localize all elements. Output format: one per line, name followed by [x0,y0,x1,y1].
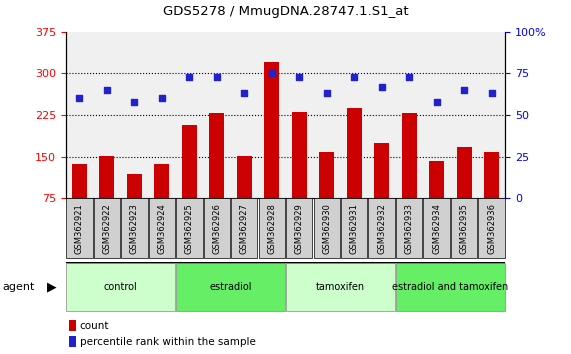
Bar [292,112,307,198]
FancyBboxPatch shape [368,198,395,258]
FancyBboxPatch shape [478,198,505,258]
FancyBboxPatch shape [204,198,230,258]
Bar [484,152,499,198]
Bar [69,336,77,347]
FancyBboxPatch shape [121,198,147,258]
Text: GSM362924: GSM362924 [158,203,166,254]
Text: GSM362931: GSM362931 [349,203,359,254]
FancyBboxPatch shape [451,198,477,258]
Text: GSM362925: GSM362925 [185,203,194,254]
Text: GSM362926: GSM362926 [212,203,222,254]
Text: GSM362929: GSM362929 [295,203,304,254]
Point [267,71,276,76]
FancyBboxPatch shape [176,263,286,310]
Bar [347,108,362,198]
Text: ▶: ▶ [47,280,56,293]
Text: GSM362934: GSM362934 [432,203,441,254]
Bar [401,113,417,198]
FancyBboxPatch shape [341,198,367,258]
Point [295,74,304,80]
Text: GSM362932: GSM362932 [377,203,386,254]
FancyBboxPatch shape [396,198,423,258]
Point [130,99,139,104]
Text: percentile rank within the sample: percentile rank within the sample [79,337,255,347]
Point [157,96,166,101]
Text: GSM362935: GSM362935 [460,203,469,254]
FancyBboxPatch shape [66,263,175,310]
FancyBboxPatch shape [286,263,395,310]
Text: tamoxifen: tamoxifen [316,282,365,292]
FancyBboxPatch shape [231,198,258,258]
Text: control: control [104,282,138,292]
Bar [209,113,224,198]
FancyBboxPatch shape [313,198,340,258]
Text: GSM362930: GSM362930 [322,203,331,254]
Bar [182,125,197,198]
Point [102,87,111,93]
Point [322,91,331,96]
Text: GSM362933: GSM362933 [405,203,413,254]
Text: estradiol: estradiol [210,282,252,292]
Point [240,91,249,96]
Text: GSM362922: GSM362922 [102,203,111,254]
Point [487,91,496,96]
Point [349,74,359,80]
FancyBboxPatch shape [148,198,175,258]
Text: GSM362928: GSM362928 [267,203,276,254]
Bar [72,164,87,198]
Bar [154,164,170,198]
FancyBboxPatch shape [94,198,120,258]
Bar [374,143,389,198]
FancyBboxPatch shape [66,198,93,258]
FancyBboxPatch shape [259,198,285,258]
Bar [319,152,334,198]
Text: agent: agent [3,282,35,292]
Text: GSM362921: GSM362921 [75,203,84,254]
Bar [457,147,472,198]
Text: GSM362936: GSM362936 [487,203,496,254]
Point [377,84,386,90]
FancyBboxPatch shape [396,263,505,310]
Point [212,74,222,80]
Point [75,96,84,101]
Point [185,74,194,80]
Bar [264,62,279,198]
Point [460,87,469,93]
Bar [429,161,444,198]
Bar [237,155,252,198]
Text: GSM362923: GSM362923 [130,203,139,254]
Bar [69,320,77,331]
Text: count: count [79,321,109,331]
Bar [127,175,142,198]
Bar [99,155,114,198]
Text: estradiol and tamoxifen: estradiol and tamoxifen [392,282,509,292]
FancyBboxPatch shape [424,198,450,258]
Point [405,74,414,80]
Text: GDS5278 / MmugDNA.28747.1.S1_at: GDS5278 / MmugDNA.28747.1.S1_at [163,5,408,18]
FancyBboxPatch shape [286,198,312,258]
Text: GSM362927: GSM362927 [240,203,249,254]
FancyBboxPatch shape [176,198,203,258]
Point [432,99,441,104]
